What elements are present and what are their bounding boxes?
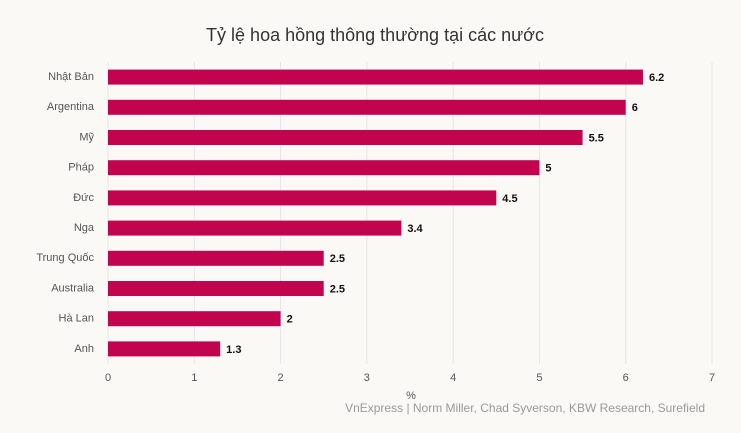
y-tick-label: Trung Quốc [36, 252, 94, 264]
data-label: 2.5 [330, 283, 345, 295]
data-label: 2 [287, 314, 293, 326]
y-tick-label: Đức [73, 192, 94, 204]
data-label: 5.5 [589, 132, 604, 144]
source: VnExpress | Norm Miller, Chad Syverson, … [345, 401, 705, 415]
bar [108, 341, 221, 357]
bar [108, 99, 626, 115]
bar [108, 281, 324, 296]
y-tick-label: Hà Lan [59, 313, 94, 325]
y-tick-label: Australia [51, 282, 95, 294]
y-tick-label: Pháp [68, 162, 94, 174]
x-tick-label: 1 [191, 372, 197, 384]
x-tick-label: 4 [450, 372, 456, 384]
bar [108, 190, 497, 206]
x-tick-label: 6 [623, 372, 629, 384]
data-label: 4.5 [502, 193, 517, 205]
data-label: 5 [545, 163, 551, 175]
bar [108, 160, 540, 176]
bar [108, 69, 643, 85]
data-label: 6 [632, 102, 638, 114]
data-label: 2.5 [330, 253, 345, 265]
y-tick-label: Nga [74, 222, 95, 234]
y-tick-label: Nhật Bản [48, 71, 94, 83]
x-tick-label: 0 [105, 372, 111, 384]
x-tick-label: 3 [364, 372, 370, 384]
data-label: 3.4 [407, 223, 423, 235]
chart-title: Tỷ lệ hoa hồng thông thường tại các nước [206, 25, 544, 45]
bar [108, 250, 324, 266]
bar [108, 311, 281, 327]
x-tick-label: 5 [536, 372, 542, 384]
y-tick-label: Mỹ [79, 131, 94, 143]
data-label: 6.2 [649, 72, 664, 84]
x-axis-label: % [406, 390, 416, 402]
y-tick-label: Argentina [47, 101, 95, 113]
x-tick-label: 2 [278, 372, 284, 384]
bar [108, 130, 583, 145]
x-tick-label: 7 [709, 372, 715, 384]
y-tick-label: Anh [74, 343, 94, 355]
data-label: 1.3 [226, 344, 241, 356]
bar [108, 220, 402, 236]
